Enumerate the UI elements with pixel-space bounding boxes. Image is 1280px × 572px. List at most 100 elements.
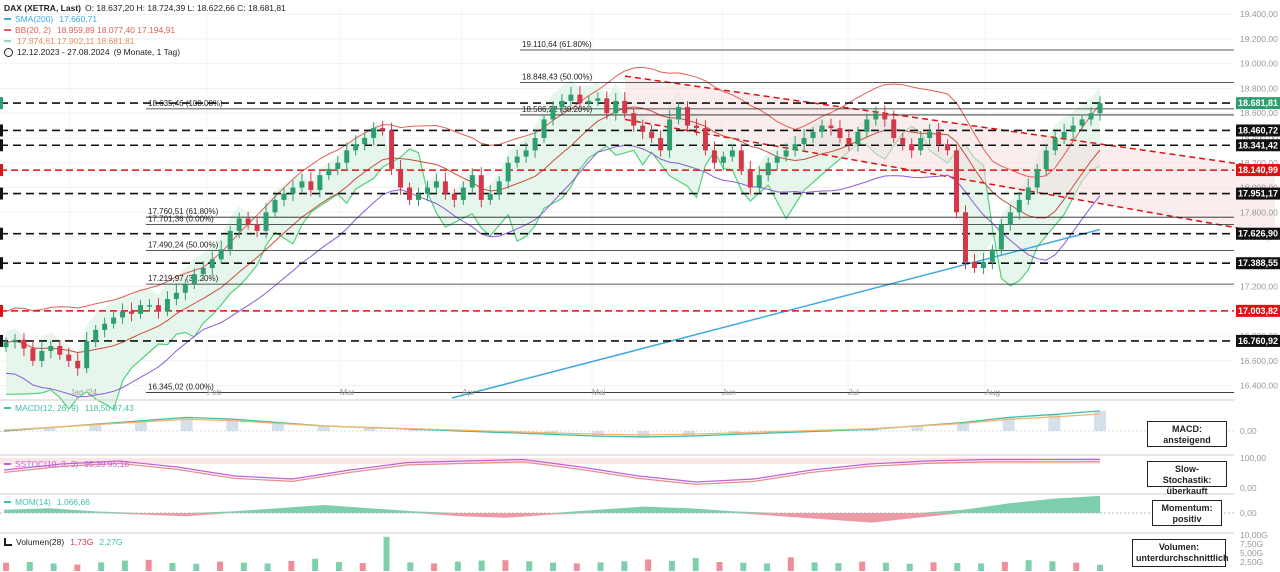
- candle-body: [792, 144, 798, 151]
- volume-bar: [478, 560, 485, 571]
- candle-body: [398, 168, 404, 188]
- macd-histogram-bar: [135, 420, 147, 431]
- price-tag-label: 17.626,90: [1238, 229, 1278, 239]
- volume-bar: [1097, 564, 1103, 571]
- candle-body: [927, 131, 933, 138]
- momentum-legend[interactable]: MOM(14) 1.066,66: [4, 497, 90, 507]
- candle-body: [891, 119, 897, 138]
- candle-body: [424, 187, 430, 194]
- y-tick-label: 18.800,00: [1240, 83, 1278, 93]
- volume-bar: [383, 536, 390, 571]
- candle-body: [640, 125, 646, 132]
- volume-bar: [526, 561, 533, 571]
- volume-bar: [859, 561, 866, 571]
- candle-body: [30, 348, 36, 361]
- candle-body: [631, 113, 637, 126]
- x-tick-label: Mai: [592, 387, 606, 397]
- candle-body: [12, 339, 18, 343]
- price-tag-label: 18.460,72: [1238, 125, 1278, 135]
- candle-body: [837, 128, 843, 138]
- volume-bar: [264, 563, 271, 571]
- volume-bar: [882, 562, 889, 571]
- candle-body: [971, 261, 977, 268]
- candle-body: [738, 150, 744, 169]
- stoch-status-box: Slow-Stochastik: überkauft: [1147, 461, 1227, 496]
- volume-bar: [550, 562, 556, 571]
- candle-body: [989, 249, 995, 262]
- macd-histogram-bar: [1094, 410, 1106, 431]
- volume-value-2: 2,27G: [99, 537, 123, 547]
- price-tag-bg: [1236, 164, 1280, 177]
- volume-legend[interactable]: Volumen(28) 1,73G 2,27G: [4, 537, 123, 547]
- bb-label: BB(20, 2): [15, 25, 51, 35]
- level-marker: [0, 257, 3, 270]
- candle-body: [227, 230, 233, 250]
- candle-body: [909, 144, 915, 151]
- macd-zero-label: 0,00: [1240, 426, 1257, 436]
- momentum-value: 1.066,66: [56, 497, 90, 507]
- channel-fill: [625, 76, 1275, 235]
- volume-tick-label: 2,50G: [1240, 557, 1263, 567]
- stochastic-panel: 100,00 0,00: [0, 453, 1266, 493]
- candle-body: [182, 284, 188, 293]
- volume-bar: [454, 561, 461, 571]
- price-tag-label: 18.140,99: [1238, 165, 1278, 175]
- candle-body: [389, 130, 395, 169]
- candle-body: [21, 339, 27, 349]
- candle-body: [102, 323, 108, 330]
- macd-histogram-bar: [363, 427, 376, 431]
- candle-body: [191, 274, 197, 285]
- fib-label: 17.219,97 (38.20%): [148, 274, 219, 283]
- macd-histogram-bar: [409, 429, 421, 431]
- price-tag-label: 18.341,42: [1238, 140, 1278, 150]
- volume-bar: [359, 563, 366, 571]
- volume-bar: [50, 563, 57, 571]
- y-tick-label: 18.000,00: [1240, 183, 1278, 193]
- stoch-legend[interactable]: SSTOC(10, 3, 3) 95,39 95,18: [4, 459, 129, 469]
- volume-bar: [1001, 562, 1008, 571]
- macd-histogram-bar: [911, 425, 924, 431]
- candle-body: [155, 305, 161, 312]
- time-axis: Jan '24 Feb Mar Apr Mai Jun Jul Aug: [70, 387, 1000, 397]
- candle-body: [245, 218, 251, 225]
- candle-body: [272, 199, 278, 213]
- ichimoku-legend[interactable]: 17.874,61 17.902,11 18.681,81: [4, 36, 135, 46]
- sma-legend[interactable]: SMA(200) 17.660,71: [4, 14, 97, 24]
- x-tick-label: Aug: [985, 387, 1000, 397]
- candle-body: [335, 162, 341, 169]
- candle-body: [765, 162, 771, 176]
- volume-bar: [573, 563, 580, 571]
- candle-body: [810, 131, 816, 138]
- clock-icon: [4, 47, 13, 57]
- bb-legend[interactable]: BB(20, 2) 18.959,89 18.077,40 17.194,91: [4, 25, 175, 35]
- price-tag-label: 18.681,81: [1238, 98, 1278, 108]
- volume-bar: [597, 562, 604, 571]
- candle-body: [111, 317, 117, 324]
- price-tag-bg: [1236, 227, 1280, 240]
- momentum-status: Momentum: positiv: [1161, 503, 1213, 524]
- sma-swatch-icon: [4, 18, 11, 20]
- macd-legend[interactable]: MACD(12, 26, 9) 118,50 97,43: [4, 403, 134, 413]
- candle-body: [415, 193, 421, 200]
- bb-swatch-icon: [4, 29, 11, 31]
- volume-bar: [645, 559, 652, 571]
- candle-body: [146, 305, 152, 307]
- macd-histogram-bar: [1002, 417, 1015, 431]
- stoch-status: Slow-Stochastik: überkauft: [1162, 464, 1212, 496]
- price-tag-bg: [1236, 97, 1280, 110]
- candle-body: [326, 168, 332, 176]
- sma-line: [451, 228, 1101, 399]
- momentum-zero-label: 0,00: [1240, 508, 1257, 518]
- level-marker: [0, 139, 3, 152]
- instrument-name: DAX (XETRA, Last): [4, 3, 81, 13]
- volume-label: Volumen(28): [16, 537, 65, 547]
- candle-body: [577, 94, 583, 104]
- candle-body: [649, 131, 655, 138]
- candle-body: [218, 249, 224, 260]
- candle-body: [873, 113, 879, 120]
- volume-bar: [26, 562, 33, 571]
- macd-histogram-bar: [1048, 414, 1061, 431]
- macd-histogram-bar: [317, 425, 330, 431]
- level-marker: [0, 227, 3, 240]
